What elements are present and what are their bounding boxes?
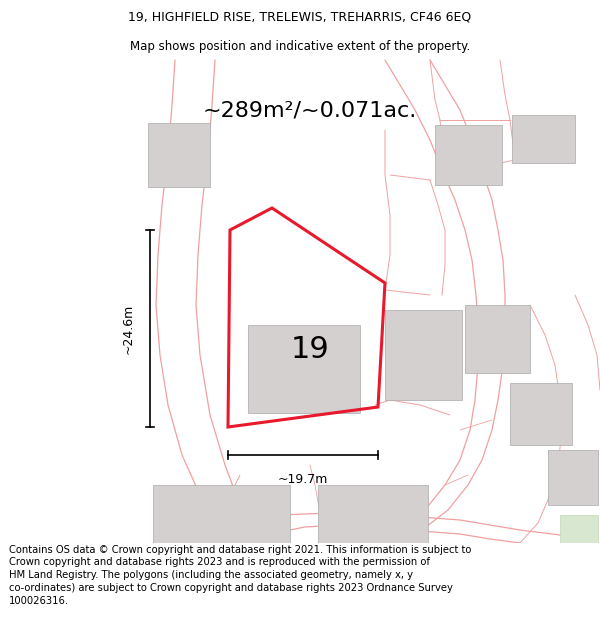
Text: Map shows position and indicative extent of the property.: Map shows position and indicative extent… bbox=[130, 39, 470, 52]
Polygon shape bbox=[465, 305, 530, 373]
Polygon shape bbox=[385, 310, 462, 400]
Polygon shape bbox=[318, 485, 428, 543]
Polygon shape bbox=[435, 125, 502, 185]
Text: ~19.7m: ~19.7m bbox=[278, 473, 328, 486]
Polygon shape bbox=[512, 115, 575, 163]
Polygon shape bbox=[560, 515, 598, 543]
Text: ~289m²/~0.071ac.: ~289m²/~0.071ac. bbox=[203, 100, 417, 120]
Text: 19, HIGHFIELD RISE, TRELEWIS, TREHARRIS, CF46 6EQ: 19, HIGHFIELD RISE, TRELEWIS, TREHARRIS,… bbox=[128, 11, 472, 24]
Text: ~24.6m: ~24.6m bbox=[121, 303, 134, 354]
Polygon shape bbox=[548, 450, 598, 505]
Text: Contains OS data © Crown copyright and database right 2021. This information is : Contains OS data © Crown copyright and d… bbox=[9, 544, 472, 606]
Polygon shape bbox=[248, 325, 360, 413]
Text: 19: 19 bbox=[290, 336, 329, 364]
Polygon shape bbox=[510, 383, 572, 445]
Polygon shape bbox=[153, 485, 290, 543]
Polygon shape bbox=[148, 123, 210, 187]
